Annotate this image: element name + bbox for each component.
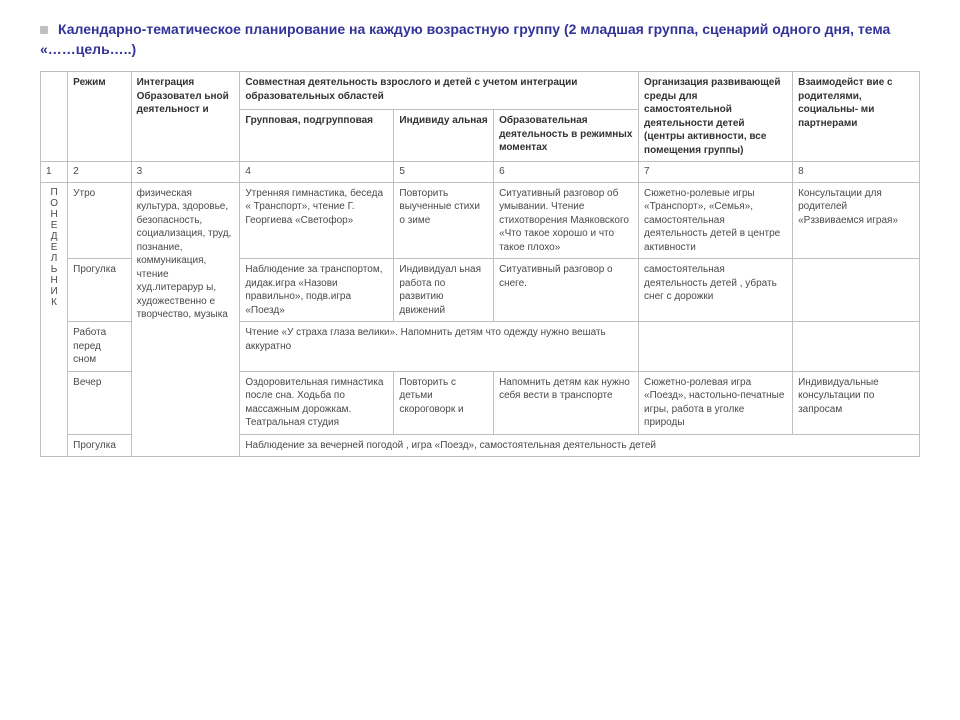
utro-c7: Сюжетно-ролевые игры «Транспорт», «Семья…	[639, 182, 793, 259]
rabota-label: Работа перед сном	[68, 322, 131, 372]
header-row-1: Режим Интеграция Образовател ьной деятел…	[41, 72, 920, 110]
progulka2-label: Прогулка	[68, 434, 131, 457]
progulka1-c4: Наблюдение за транспортом, дидак.игра «Н…	[240, 259, 394, 322]
num-5: 5	[394, 162, 494, 183]
title-text: Календарно-тематическое планирование на …	[40, 21, 890, 57]
utro-c4: Утренняя гимнастика, беседа « Транспорт»…	[240, 182, 394, 259]
progulka1-label: Прогулка	[68, 259, 131, 322]
number-row: 1 2 3 4 5 6 7 8	[41, 162, 920, 183]
integration-cell: физическая культура, здоровье, безопасно…	[131, 182, 240, 457]
col8-header: Взаимодейст вие с родителями, социальны-…	[793, 72, 920, 162]
row-utro: ПОНЕДЕЛЬНИК Утро физическая культура, зд…	[41, 182, 920, 259]
utro-label: Утро	[68, 182, 131, 259]
col2-header: Режим	[68, 72, 131, 162]
num-4: 4	[240, 162, 394, 183]
vecher-c4: Оздоровительная гимнастика после сна. Хо…	[240, 371, 394, 434]
rabota-c7	[639, 322, 793, 372]
utro-c5: Повторить выученные стихи о зиме	[394, 182, 494, 259]
num-1: 1	[41, 162, 68, 183]
bullet-icon	[40, 26, 48, 34]
utro-c6: Ситуативный разговор об умывании. Чтение…	[494, 182, 639, 259]
progulka1-c7: самостоятельная деятельность детей , убр…	[639, 259, 793, 322]
col456-top-header: Совместная деятельность взрослого и дете…	[240, 72, 639, 110]
vecher-c7: Сюжетно-ролевая игра «Поезд», настольно-…	[639, 371, 793, 434]
num-8: 8	[793, 162, 920, 183]
progulka1-c5: Индивидуал ьная работа по развитию движе…	[394, 259, 494, 322]
num-2: 2	[68, 162, 131, 183]
col6-header: Образовательная деятельность в режимных …	[494, 110, 639, 162]
utro-c8: Консультации для родителей «Рззвиваемся …	[793, 182, 920, 259]
vecher-c5: Повторить с детьми скороговорк и	[394, 371, 494, 434]
day-label: ПОНЕДЕЛЬНИК	[41, 182, 68, 457]
progulka1-c6: Ситуативный разговор о снеге.	[494, 259, 639, 322]
col1-header	[41, 72, 68, 162]
progulka2-merged: Наблюдение за вечерней погодой , игра «П…	[240, 434, 920, 457]
num-6: 6	[494, 162, 639, 183]
vecher-c8: Индивидуальные консультации по запросам	[793, 371, 920, 434]
rabota-c8	[793, 322, 920, 372]
vecher-label: Вечер	[68, 371, 131, 434]
vecher-c6: Напомнить детям как нужно себя вести в т…	[494, 371, 639, 434]
col7-header: Организация развивающей среды для самост…	[639, 72, 793, 162]
rabota-merged: Чтение «У страха глаза велики». Напомнит…	[240, 322, 639, 372]
slide-title: Календарно-тематическое планирование на …	[40, 20, 920, 59]
col5-header: Индивиду альная	[394, 110, 494, 162]
progulka1-c8	[793, 259, 920, 322]
col3-header: Интеграция Образовател ьной деятельност …	[131, 72, 240, 162]
planning-table: Режим Интеграция Образовател ьной деятел…	[40, 71, 920, 457]
num-3: 3	[131, 162, 240, 183]
col4-header: Групповая, подгрупповая	[240, 110, 394, 162]
num-7: 7	[639, 162, 793, 183]
